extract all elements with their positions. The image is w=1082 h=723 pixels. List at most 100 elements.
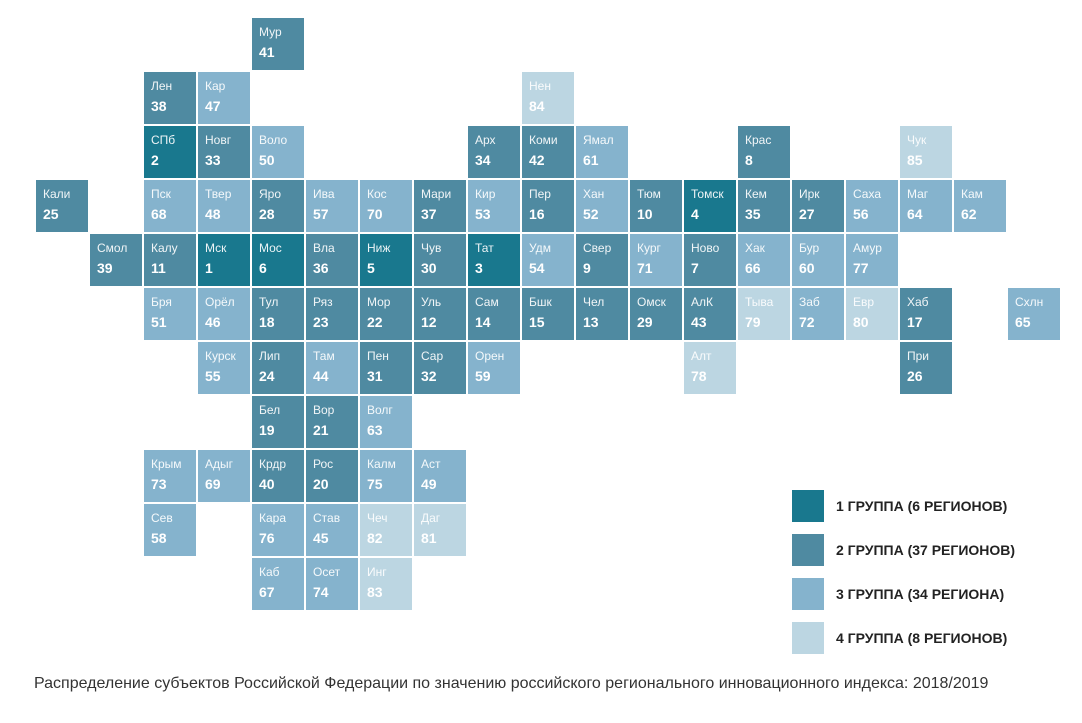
- region-abbr: Омск: [637, 295, 666, 309]
- region-tile: Тат 3: [468, 234, 520, 286]
- region-tile: Кург 71: [630, 234, 682, 286]
- region-rank: 53: [475, 206, 491, 222]
- region-abbr: Евр: [853, 295, 875, 309]
- region-rank: 1: [205, 260, 213, 276]
- region-abbr: Орен: [475, 349, 505, 363]
- region-rank: 70: [367, 206, 383, 222]
- region-abbr: Хан: [583, 187, 605, 201]
- region-rank: 79: [745, 314, 761, 330]
- region-tile: Воло 50: [252, 126, 304, 178]
- region-rank: 41: [259, 44, 275, 60]
- region-tile: Бур 60: [792, 234, 844, 286]
- region-tile: Хак 66: [738, 234, 790, 286]
- region-abbr: Орёл: [205, 295, 235, 309]
- region-rank: 36: [313, 260, 329, 276]
- region-rank: 7: [691, 260, 699, 276]
- region-tile: Рос 20: [306, 450, 358, 502]
- region-rank: 39: [97, 260, 113, 276]
- region-tile: Кир 53: [468, 180, 520, 232]
- region-tile: Уль 12: [414, 288, 466, 340]
- region-tile: Новг 33: [198, 126, 250, 178]
- region-abbr: Смол: [97, 241, 128, 255]
- region-tile: Кем 35: [738, 180, 790, 232]
- region-tile: Мос 6: [252, 234, 304, 286]
- region-tile: Вор 21: [306, 396, 358, 448]
- region-abbr: Новг: [205, 133, 232, 147]
- region-rank: 68: [151, 206, 167, 222]
- region-abbr: Рос: [313, 457, 334, 471]
- region-rank: 4: [691, 206, 699, 222]
- region-rank: 61: [583, 152, 599, 168]
- region-rank: 57: [313, 206, 329, 222]
- region-abbr: Чук: [907, 133, 927, 147]
- region-tile: Ива 57: [306, 180, 358, 232]
- region-tile: Даг 81: [414, 504, 466, 556]
- region-abbr: Бшк: [529, 295, 552, 309]
- region-abbr: СПб: [151, 133, 176, 147]
- legend-swatch-group-1: [792, 490, 824, 522]
- region-tile: Тул 18: [252, 288, 304, 340]
- region-tile: Пер 16: [522, 180, 574, 232]
- region-rank: 50: [259, 152, 275, 168]
- region-tile: Мари 37: [414, 180, 466, 232]
- region-rank: 66: [745, 260, 761, 276]
- region-abbr: Хаб: [907, 295, 929, 309]
- region-abbr: Тат: [475, 241, 494, 255]
- region-tile: СПб 2: [144, 126, 196, 178]
- region-rank: 84: [529, 98, 545, 114]
- region-abbr: Тул: [259, 295, 279, 309]
- region-rank: 37: [421, 206, 437, 222]
- region-rank: 45: [313, 530, 329, 546]
- region-tile: Омск 29: [630, 288, 682, 340]
- region-tile: Хаб 17: [900, 288, 952, 340]
- region-abbr: Курск: [205, 349, 236, 363]
- region-rank: 3: [475, 260, 483, 276]
- region-rank: 5: [367, 260, 375, 276]
- region-rank: 69: [205, 476, 221, 492]
- region-tile: Лен 38: [144, 72, 196, 124]
- region-rank: 49: [421, 476, 437, 492]
- region-tile: Кос 70: [360, 180, 412, 232]
- region-tile: Там 44: [306, 342, 358, 394]
- region-rank: 10: [637, 206, 653, 222]
- region-tile: Ново 7: [684, 234, 736, 286]
- region-rank: 44: [313, 368, 329, 384]
- region-abbr: Крым: [151, 457, 182, 471]
- region-rank: 65: [1015, 314, 1031, 330]
- region-tile: Чув 30: [414, 234, 466, 286]
- region-tile: Став 45: [306, 504, 358, 556]
- region-rank: 29: [637, 314, 653, 330]
- region-tile: Орёл 46: [198, 288, 250, 340]
- region-abbr: Лен: [151, 79, 173, 93]
- region-tile: Чеч 82: [360, 504, 412, 556]
- region-abbr: Пск: [151, 187, 171, 201]
- region-abbr: АлК: [691, 295, 713, 309]
- region-abbr: Чеч: [367, 511, 388, 525]
- region-rank: 62: [961, 206, 977, 222]
- region-tile: Чук 85: [900, 126, 952, 178]
- legend-label-group-2: 2 ГРУППА (37 РЕГИОНОВ): [836, 542, 1016, 558]
- region-abbr: Пен: [367, 349, 389, 363]
- region-rank: 38: [151, 98, 167, 114]
- legend-label-group-4: 4 ГРУППА (8 РЕГИОНОВ): [836, 630, 1008, 646]
- region-abbr: Лип: [259, 349, 281, 363]
- region-rank: 8: [745, 152, 753, 168]
- region-abbr: Осет: [313, 565, 341, 579]
- region-rank: 32: [421, 368, 437, 384]
- region-rank: 26: [907, 368, 923, 384]
- region-rank: 42: [529, 152, 545, 168]
- region-rank: 54: [529, 260, 545, 276]
- region-abbr: Кург: [637, 241, 661, 255]
- legend-label-group-1: 1 ГРУППА (6 РЕГИОНОВ): [836, 498, 1008, 514]
- region-abbr: Ново: [691, 241, 720, 255]
- region-tile: Нен 84: [522, 72, 574, 124]
- region-tile: Крдр 40: [252, 450, 304, 502]
- region-rank: 76: [259, 530, 275, 546]
- region-tile: Инг 83: [360, 558, 412, 610]
- region-rank: 30: [421, 260, 437, 276]
- region-tile: Каб 67: [252, 558, 304, 610]
- region-abbr: Хак: [745, 241, 765, 255]
- region-rank: 43: [691, 314, 707, 330]
- region-tile: Мск 1: [198, 234, 250, 286]
- region-tile: Заб 72: [792, 288, 844, 340]
